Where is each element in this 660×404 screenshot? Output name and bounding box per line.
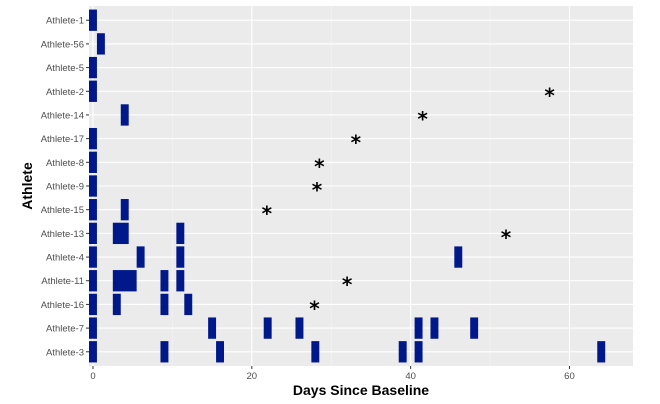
bar-segment: [470, 317, 479, 339]
y-tick-label: Athlete-9: [46, 182, 84, 193]
bar-segment: [89, 293, 97, 316]
bar-segment: [89, 199, 97, 221]
y-tick-label: Athlete-14: [41, 110, 84, 121]
bar-segment: [89, 80, 97, 102]
bar-segment: [295, 317, 304, 339]
event-marker: *: [501, 225, 512, 249]
bar-segment: [414, 317, 423, 339]
bar-segment: [89, 341, 97, 363]
bar-segment: [89, 9, 97, 31]
y-tick-label: Athlete-4: [46, 253, 84, 264]
x-tick-label: 20: [247, 371, 258, 382]
bar-segment: [89, 270, 97, 292]
y-tick-label: Athlete-11: [41, 276, 84, 287]
bar-segment: [216, 341, 225, 363]
event-marker: *: [314, 154, 325, 178]
y-tick-label: Athlete-13: [41, 229, 84, 240]
bar-segment: [112, 293, 121, 316]
event-marker: *: [309, 296, 320, 320]
bar-segment: [176, 270, 185, 292]
bar-segment: [430, 317, 439, 339]
bar-segment: [597, 341, 606, 363]
event-marker: *: [417, 107, 428, 131]
markers-layer: *********: [262, 83, 556, 320]
bar-segment: [160, 341, 169, 363]
bar-segment: [398, 341, 407, 363]
bar-segment: [89, 222, 97, 245]
bar-segment: [89, 127, 97, 150]
bar-segment: [208, 317, 217, 339]
x-axis-tick-labels: 0 20 40 60: [90, 371, 574, 382]
bar-segment: [89, 151, 97, 173]
axis-ticks: [86, 19, 570, 369]
y-tick-label: Athlete-56: [41, 39, 84, 50]
bar-segment: [112, 222, 129, 245]
bar-segment: [89, 56, 97, 79]
y-tick-label: Athlete-16: [41, 300, 84, 311]
bar-segment: [263, 317, 272, 339]
y-axis-title: Athlete: [19, 162, 35, 210]
event-marker: *: [262, 202, 273, 226]
event-marker: *: [342, 273, 353, 297]
y-tick-label: Athlete-5: [46, 63, 84, 74]
y-tick-label: Athlete-1: [46, 16, 84, 27]
bar-segment: [120, 104, 129, 126]
bar-segment: [112, 270, 137, 292]
bar-segment: [120, 199, 129, 221]
x-tick-label: 60: [564, 371, 575, 382]
bar-segment: [454, 246, 463, 268]
x-tick-label: 40: [405, 371, 416, 382]
bar-segment: [414, 341, 423, 363]
y-tick-label: Athlete-3: [46, 347, 84, 358]
x-axis-title: Days Since Baseline: [293, 382, 429, 398]
bar-segment: [89, 175, 97, 197]
y-axis-tick-labels: Athlete-1 Athlete-56 Athlete-5 Athlete-2 Ath…: [41, 16, 84, 359]
bar-segment: [176, 222, 185, 245]
x-tick-label: 0: [90, 371, 95, 382]
grid-major: [89, 6, 633, 366]
bar-segment: [160, 270, 169, 292]
bar-segment: [160, 293, 169, 316]
y-tick-label: Athlete-7: [46, 324, 84, 335]
bar-segment: [136, 246, 145, 268]
y-tick-label: Athlete-15: [41, 205, 84, 216]
bar-segment: [89, 317, 97, 339]
bars-layer: [89, 9, 606, 363]
event-marker: *: [544, 83, 555, 107]
y-tick-label: Athlete-8: [46, 158, 84, 169]
bar-segment: [89, 246, 97, 268]
y-tick-label: Athlete-2: [46, 87, 84, 98]
bar-segment: [96, 33, 105, 55]
bar-segment: [311, 341, 320, 363]
y-tick-label: Athlete-17: [41, 134, 84, 145]
event-marker: *: [312, 178, 323, 202]
bar-segment: [176, 246, 185, 268]
event-marker: *: [351, 131, 362, 155]
bar-segment: [184, 293, 193, 316]
